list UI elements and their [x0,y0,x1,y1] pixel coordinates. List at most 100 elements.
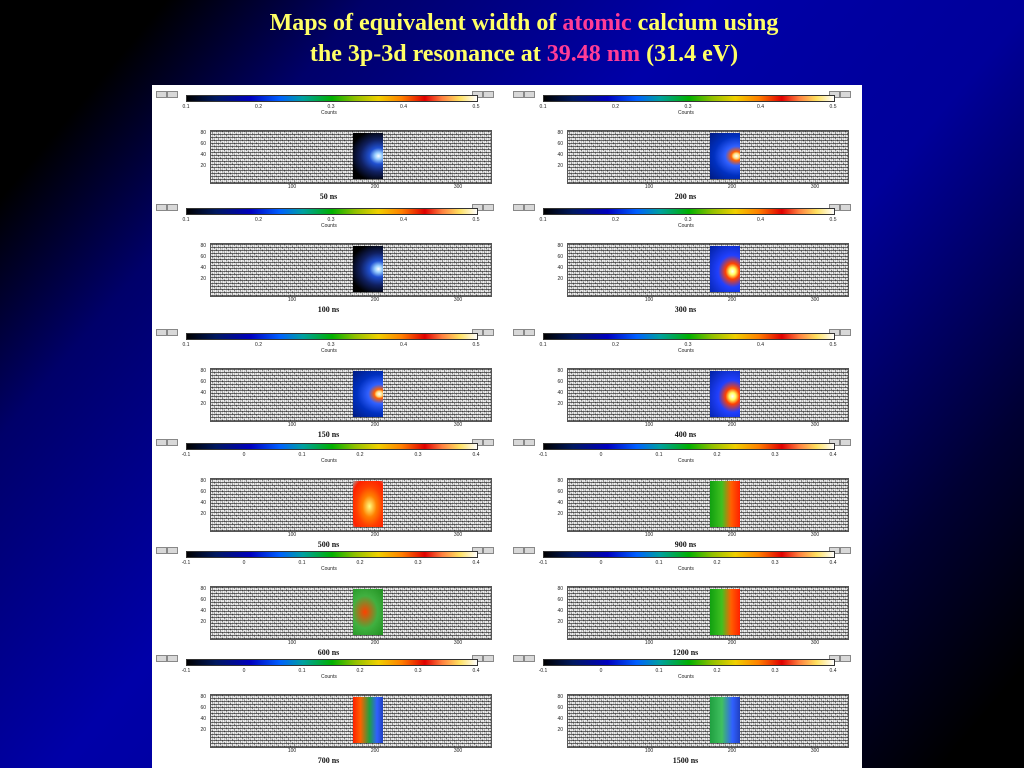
y-tick-label: 80 [200,243,206,249]
color-scale-tick-label: 0.4 [829,560,837,566]
time-delay-label: 700 ns [317,756,340,765]
plasma-region [353,133,383,179]
color-scale-tick-label: 0.1 [539,104,547,110]
x-tick-label: 200 [727,532,737,538]
time-delay-label: 150 ns [317,430,340,439]
equivalent-width-map [567,694,849,748]
y-tick-label: 60 [557,597,563,603]
color-scale-label: Counts [321,458,337,464]
time-delay-label: 900 ns [674,540,697,549]
y-axis-ticks: 80 60 40 20 [543,368,563,424]
color-scale-label: Counts [678,110,694,116]
color-scale-label: Counts [321,674,337,680]
x-tick-label: 300 [810,748,820,754]
color-scale-tick-label: 0.4 [757,104,764,110]
y-axis-ticks: 80 60 40 20 [543,243,563,299]
x-tick-label: 100 [644,748,654,754]
x-tick-label: 300 [453,184,463,190]
y-tick-label: 60 [557,705,563,711]
x-tick-label: 100 [644,532,654,538]
time-delay-label: 100 ns [317,305,340,314]
color-scale-bar [543,443,835,450]
color-scale-tick-label: 0.4 [400,217,407,223]
equivalent-width-map [210,586,492,640]
y-tick-label: 40 [200,500,206,506]
color-scale-tick-label: 0 [242,452,246,458]
plasma-region [353,697,383,743]
toolbar-icon [156,655,167,662]
toolbar-icon [483,204,494,211]
equivalent-width-map [210,478,492,532]
toolbar-icon [167,204,178,211]
color-scale-tick-label: 0.3 [414,668,422,674]
y-axis-ticks: 80 60 40 20 [186,586,206,642]
color-scale-bar [186,551,478,558]
color-scale-tick-label: 0.4 [400,104,407,110]
plasma-region [710,133,740,179]
x-axis-ticks: 100 200 300 [567,422,847,430]
color-scale-tick-label: 0.5 [472,104,480,110]
toolbar-icon [524,204,535,211]
plasma-region [710,589,740,635]
equivalent-width-map [567,586,849,640]
toolbar-icon [513,439,524,446]
y-tick-label: 20 [200,401,206,407]
color-scale-tick-label: -0.1 [181,668,191,674]
color-scale-bar [186,443,478,450]
color-scale-tick-label: 0.2 [612,104,619,110]
toolbar-icon [156,91,167,98]
plasma-region [353,589,383,635]
y-axis-ticks: 80 60 40 20 [543,478,563,534]
color-scale-tick-label: 0 [242,560,246,566]
color-scale-tick-label: 0.2 [713,668,721,674]
color-scale-tick-label: 0.2 [356,452,364,458]
x-tick-label: 300 [453,640,463,646]
time-delay-label: 1200 ns [672,648,699,657]
y-tick-label: 80 [557,586,563,592]
toolbar-icons [156,439,501,447]
y-tick-label: 20 [200,727,206,733]
toolbar-icon [167,439,178,446]
toolbar-icons [513,329,858,337]
toolbar-icon [483,439,494,446]
title-line2-post: (31.4 eV) [640,41,739,67]
plasma-region [710,697,740,743]
toolbar-icon [156,547,167,554]
plasma-region [710,371,740,417]
map-panel: 0.1 0.2 0.3 0.4 0.5 Counts 80 60 40 20 100 200 300 15… [156,329,501,439]
toolbar-icon [167,91,178,98]
color-scale-bar [186,208,478,215]
y-tick-label: 20 [557,727,563,733]
y-tick-label: 40 [557,608,563,614]
color-scale-ticks: -0.1 0 0.1 0.2 0.3 0.4 [537,560,837,568]
color-scale-ticks: -0.1 0 0.1 0.2 0.3 0.4 [537,668,837,676]
color-scale-ticks: 0.1 0.2 0.3 0.4 0.5 [537,104,837,112]
x-tick-label: 100 [287,422,297,428]
color-scale-tick-label: 0.5 [472,342,480,348]
toolbar-icons [513,439,858,447]
y-axis-ticks: 80 60 40 20 [186,243,206,299]
y-tick-label: 20 [557,276,563,282]
y-tick-label: 20 [200,276,206,282]
color-scale-tick-label: -0.1 [181,560,191,566]
color-scale-tick-label: -0.1 [538,668,548,674]
plasma-region [710,246,740,292]
y-tick-label: 80 [200,586,206,592]
color-scale-bar [186,333,478,340]
x-axis-ticks: 100 200 300 [567,532,847,540]
map-panel: -0.1 0 0.1 0.2 0.3 0.4 Counts 80 60 40 20 100 200 300… [156,547,501,657]
x-axis-ticks: 100 200 300 [567,640,847,648]
color-scale-label: Counts [321,110,337,116]
color-scale-tick-label: 0.1 [655,452,663,458]
toolbar-icon [524,329,535,336]
toolbar-icon [167,329,178,336]
color-scale-tick-label: 0.3 [771,668,779,674]
color-scale-tick-label: 0.4 [829,452,837,458]
color-scale-tick-label: 0.3 [771,452,779,458]
x-tick-label: 300 [810,640,820,646]
color-scale-tick-label: 0.5 [472,217,480,223]
y-tick-label: 40 [557,390,563,396]
x-tick-label: 300 [453,297,463,303]
y-tick-label: 20 [200,619,206,625]
equivalent-width-map [210,368,492,422]
